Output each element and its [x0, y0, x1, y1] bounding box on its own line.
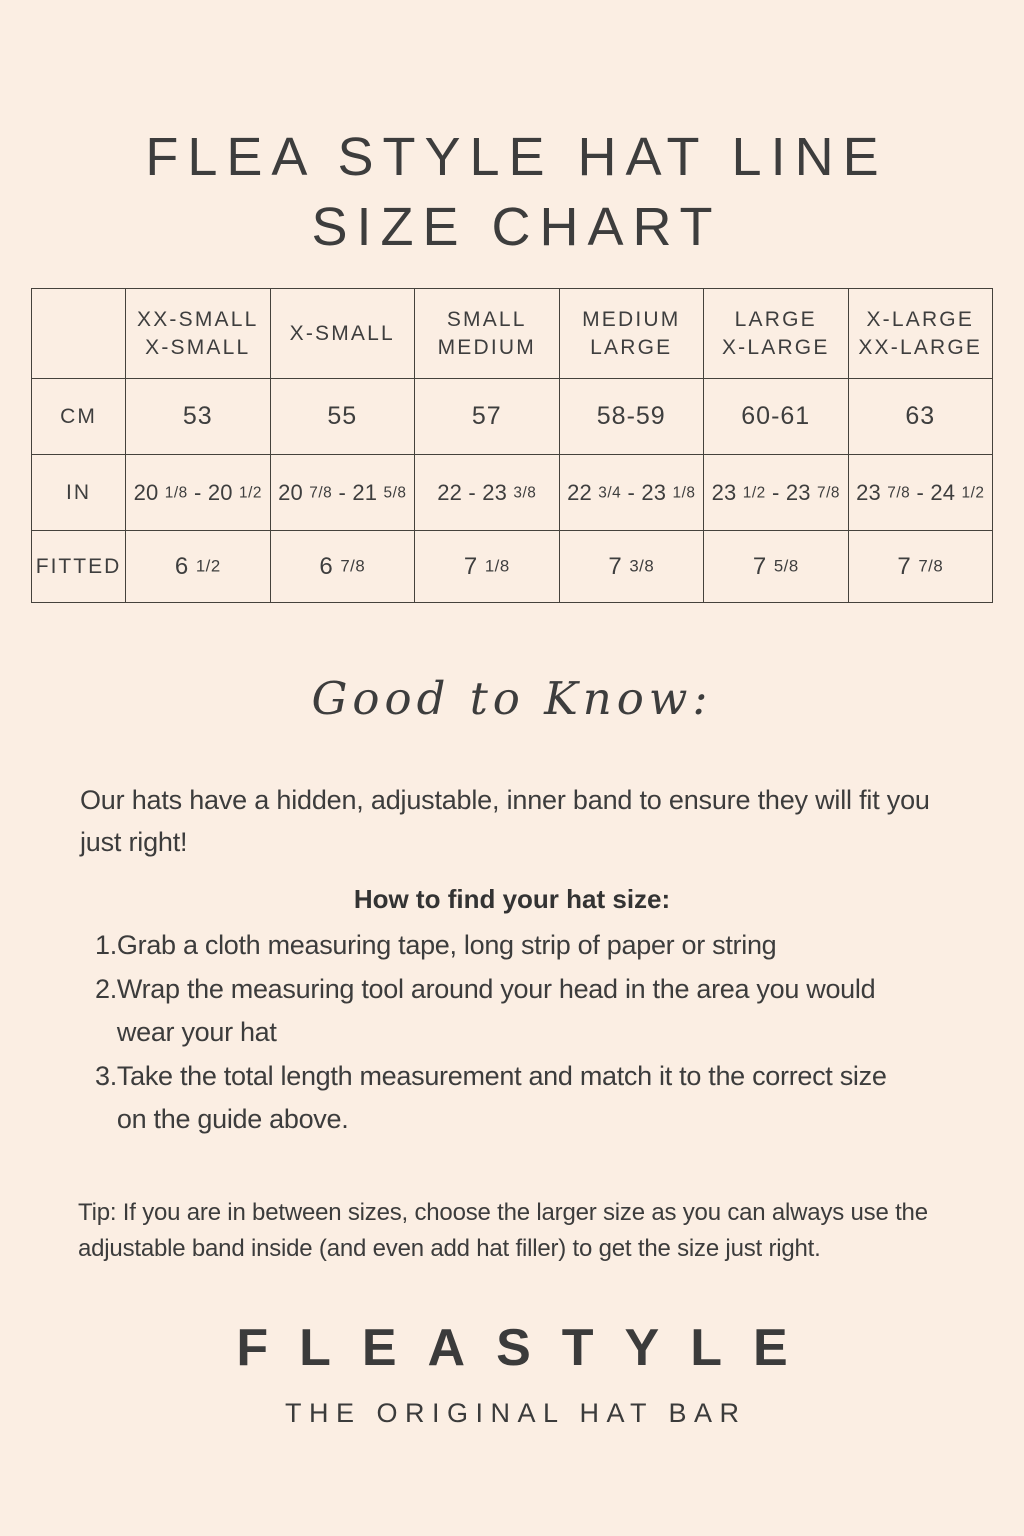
fitted-value: 6 7/8	[269, 530, 415, 603]
table-row-fitted: FITTED 6 1/2 6 7/8 7 1/8 7 3/8 7 5/8 7 7…	[31, 530, 993, 603]
cm-value: 63	[847, 378, 993, 455]
in-value: 22 - 23 3/8	[414, 454, 560, 531]
brand-tagline: THE ORIGINAL HAT BAR	[284, 1398, 747, 1428]
fitted-value: 6 1/2	[125, 530, 271, 603]
fitted-value: 7 1/8	[414, 530, 560, 603]
table-header-row: XX-SMALL X-SMALL X-SMALL SMALL MEDIUM ME…	[31, 288, 993, 379]
table-row-in: IN 20 1/8 - 20 1/2 20 7/8 - 21 5/8 22 - …	[31, 454, 993, 531]
step-text: Grab a cloth measuring tape, long strip …	[116, 930, 777, 960]
step-text: Take the total length measurement and ma…	[116, 1061, 887, 1134]
size-col-header: LARGE X-LARGE	[703, 288, 849, 379]
in-value: 22 3/4 - 23 1/8	[558, 454, 704, 531]
sizing-tip: Tip: If you are in between sizes, choose…	[78, 1199, 928, 1262]
cm-value: 55	[269, 378, 415, 455]
inner-band-note: Our hats have a hidden, adjustable, inne…	[80, 785, 930, 857]
cm-value: 58-59	[558, 378, 704, 455]
cm-value: 60-61	[703, 378, 849, 455]
size-col-header: MEDIUM LARGE	[558, 288, 704, 379]
step-item: 1. Grab a cloth measuring tape, long str…	[95, 924, 925, 967]
cm-value: 57	[414, 378, 560, 455]
in-value: 23 1/2 - 23 7/8	[703, 454, 849, 531]
size-col-header: SMALL MEDIUM	[414, 288, 560, 379]
row-label: FITTED	[31, 530, 126, 603]
fitted-value: 7 5/8	[703, 530, 849, 603]
size-col-header: X-SMALL	[269, 288, 415, 379]
in-value: 23 7/8 - 24 1/2	[847, 454, 993, 531]
how-to-steps: 1. Grab a cloth measuring tape, long str…	[95, 924, 925, 1142]
cm-value: 53	[125, 378, 271, 455]
fitted-value: 7 3/8	[558, 530, 704, 603]
size-chart-table: XX-SMALL X-SMALL X-SMALL SMALL MEDIUM ME…	[31, 288, 993, 603]
page-title: FLEA STYLE HAT LINE SIZE CHART	[0, 122, 1024, 262]
in-value: 20 7/8 - 21 5/8	[269, 454, 415, 531]
step-item: 3. Take the total length measurement and…	[95, 1055, 925, 1141]
step-text: Wrap the measuring tool around your head…	[116, 974, 876, 1047]
page-title-line2: SIZE CHART	[311, 197, 722, 257]
table-row-cm: CM 53 55 57 58-59 60-61 63	[31, 378, 993, 455]
step-number: 1.	[95, 930, 117, 960]
in-value: 20 1/8 - 20 1/2	[125, 454, 271, 531]
step-item: 2. Wrap the measuring tool around your h…	[95, 968, 925, 1054]
row-label: IN	[31, 454, 126, 531]
corner-cell	[31, 288, 126, 379]
row-label: CM	[31, 378, 126, 455]
step-number: 3.	[95, 1061, 117, 1091]
page-title-line1: FLEA STYLE HAT LINE	[145, 127, 888, 187]
how-to-heading: How to find your hat size:	[353, 884, 671, 914]
size-col-header: X-LARGE XX-LARGE	[847, 288, 993, 379]
fitted-value: 7 7/8	[847, 530, 993, 603]
step-number: 2.	[95, 974, 117, 1004]
good-to-know-heading: Good to Know:	[311, 672, 713, 725]
brand-logo: FLEASTYLE	[236, 1319, 819, 1377]
size-col-header: XX-SMALL X-SMALL	[125, 288, 271, 379]
